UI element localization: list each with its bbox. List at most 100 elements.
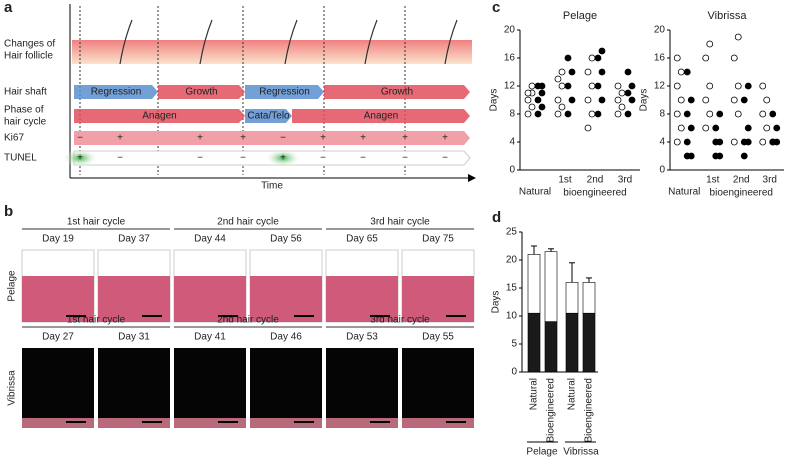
y-tick-label: 5 bbox=[511, 339, 517, 350]
y-tick-label: 25 bbox=[506, 227, 518, 238]
tunel-glow bbox=[265, 149, 301, 167]
point bbox=[564, 110, 572, 118]
point bbox=[598, 47, 606, 55]
y-label: Days bbox=[639, 89, 650, 112]
point bbox=[734, 33, 742, 41]
y-tick-label: 8 bbox=[659, 109, 665, 120]
x-tick-label: Natural bbox=[519, 187, 551, 198]
y-tick-label: 0 bbox=[511, 367, 517, 378]
point bbox=[702, 124, 710, 132]
y-tick-label: 10 bbox=[506, 311, 518, 322]
arrow bbox=[245, 85, 324, 99]
y-tick-label: 20 bbox=[654, 25, 666, 36]
point bbox=[716, 152, 724, 160]
skin bbox=[402, 418, 474, 428]
point bbox=[683, 110, 691, 118]
point bbox=[558, 82, 566, 90]
point bbox=[584, 96, 592, 104]
day-label: Day 19 bbox=[42, 234, 74, 245]
sign: − bbox=[117, 153, 123, 164]
sign: − bbox=[240, 153, 246, 164]
point bbox=[524, 110, 532, 118]
point bbox=[584, 68, 592, 76]
point bbox=[628, 96, 636, 104]
skin bbox=[250, 418, 322, 428]
point bbox=[588, 82, 596, 90]
point bbox=[740, 96, 748, 104]
point bbox=[712, 124, 720, 132]
row-label: Hair shaft bbox=[4, 87, 47, 98]
point bbox=[564, 82, 572, 90]
panel-letter: c bbox=[492, 0, 500, 16]
point bbox=[769, 138, 777, 146]
x-tick-label: Natural bbox=[668, 187, 700, 198]
arrow-label: Growth bbox=[381, 87, 413, 98]
sign: − bbox=[320, 153, 326, 164]
photo bbox=[98, 348, 170, 428]
group-label: Vibrissa bbox=[563, 447, 599, 458]
photo bbox=[326, 348, 398, 428]
point bbox=[598, 96, 606, 104]
sign: + bbox=[320, 133, 326, 144]
point bbox=[687, 96, 695, 104]
point bbox=[628, 82, 636, 90]
photo bbox=[22, 348, 94, 428]
y-tick-label: 20 bbox=[504, 25, 516, 36]
point bbox=[677, 68, 685, 76]
bar bbox=[544, 321, 558, 373]
arrow bbox=[74, 109, 245, 123]
cycle-title: 2nd hair cycle bbox=[217, 217, 279, 228]
day-label: Day 65 bbox=[346, 234, 378, 245]
axis-arrow bbox=[468, 174, 476, 182]
point bbox=[534, 96, 542, 104]
y-tick-label: 12 bbox=[504, 81, 516, 92]
point bbox=[618, 103, 626, 111]
arrow bbox=[74, 85, 158, 99]
arrow-label: Anagen bbox=[364, 111, 398, 122]
point bbox=[763, 124, 771, 132]
point bbox=[687, 152, 695, 160]
row-label: Hair follicle bbox=[4, 51, 53, 62]
x-tick-label: Natural bbox=[529, 378, 540, 410]
row-label: TUNEL bbox=[4, 153, 37, 164]
point bbox=[564, 54, 572, 62]
day-label: Day 41 bbox=[194, 332, 226, 343]
point bbox=[598, 68, 606, 76]
arrow-label: Cata/Telo bbox=[247, 111, 290, 122]
row-label: Changes of bbox=[4, 39, 55, 50]
bar bbox=[544, 251, 558, 322]
y-tick-label: 0 bbox=[509, 165, 515, 176]
point bbox=[716, 110, 724, 118]
x-tick-label: 3rd bbox=[618, 175, 632, 186]
point bbox=[769, 110, 777, 118]
point bbox=[730, 96, 738, 104]
y-tick-label: 16 bbox=[504, 53, 516, 64]
point bbox=[534, 110, 542, 118]
point bbox=[759, 138, 767, 146]
point bbox=[683, 68, 691, 76]
arrow bbox=[158, 85, 245, 99]
day-label: Day 75 bbox=[422, 234, 454, 245]
point bbox=[538, 82, 546, 90]
bar bbox=[565, 282, 579, 314]
bar bbox=[527, 312, 541, 373]
arrow bbox=[292, 109, 470, 123]
y-tick-label: 4 bbox=[659, 137, 665, 148]
skin bbox=[174, 418, 246, 428]
bar bbox=[565, 312, 579, 373]
point bbox=[588, 110, 596, 118]
group-label: Pelage bbox=[526, 447, 558, 458]
point bbox=[734, 82, 742, 90]
x-tick-label: 1st bbox=[558, 175, 572, 186]
point bbox=[538, 89, 546, 97]
hair bbox=[199, 19, 213, 65]
point bbox=[538, 103, 546, 111]
arrow bbox=[324, 85, 470, 99]
arrow-label: Regression bbox=[259, 87, 310, 98]
row-label: hair cycle bbox=[4, 117, 47, 128]
x-tick-label: Natural bbox=[567, 378, 578, 410]
sign: − bbox=[197, 153, 203, 164]
day-label: Day 37 bbox=[118, 234, 150, 245]
x-tick-label: 1st bbox=[706, 175, 720, 186]
point bbox=[683, 138, 691, 146]
